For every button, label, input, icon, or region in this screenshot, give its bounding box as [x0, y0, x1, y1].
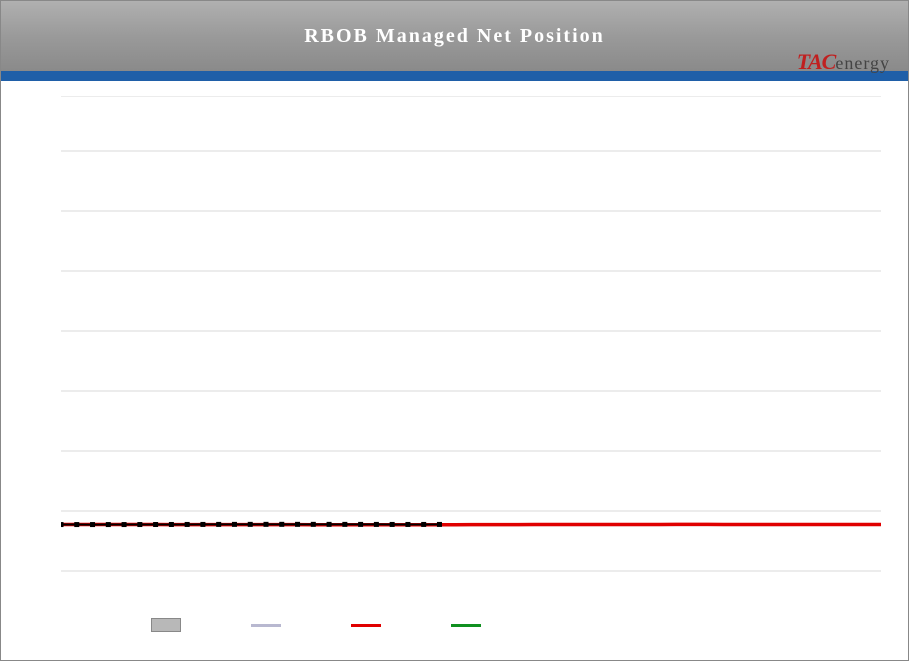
year-marker-line-marker: [295, 522, 300, 527]
year-marker-line-marker: [421, 522, 426, 527]
year-marker-line-marker: [390, 522, 395, 527]
year-marker-line-marker: [232, 522, 237, 527]
year-marker-line-marker: [279, 522, 284, 527]
year-marker-line-marker: [185, 522, 190, 527]
legend-item: [351, 624, 381, 627]
year-marker-line-marker: [405, 522, 410, 527]
legend-item: [451, 624, 481, 627]
year-marker-line-marker: [169, 522, 174, 527]
year-marker-line-marker: [358, 522, 363, 527]
header-accent-bar: [1, 71, 908, 81]
legend-item: [151, 618, 181, 632]
chart-legend: [151, 618, 481, 632]
year-marker-line-marker: [374, 522, 379, 527]
year-marker-line-marker: [311, 522, 316, 527]
legend-item: [251, 624, 281, 627]
logo-energy: energy: [835, 53, 890, 73]
year-marker-line-marker: [437, 522, 442, 527]
legend-swatch-line: [251, 624, 281, 627]
legend-swatch-line: [351, 624, 381, 627]
year-marker-line-marker: [248, 522, 253, 527]
year-marker-line-marker: [327, 522, 332, 527]
year-marker-line-marker: [106, 522, 111, 527]
year-marker-line-marker: [200, 522, 205, 527]
year-marker-line-marker: [137, 522, 142, 527]
year-marker-line-marker: [90, 522, 95, 527]
chart-title: RBOB Managed Net Position: [304, 25, 605, 48]
logo-tac: TAC: [797, 49, 836, 74]
year-marker-line-marker: [216, 522, 221, 527]
year-marker-line-marker: [153, 522, 158, 527]
brand-logo: TACenergy: [797, 49, 890, 75]
year-marker-line-marker: [74, 522, 79, 527]
chart-container: RBOB Managed Net Position TACenergy: [0, 0, 909, 661]
year-marker-line-marker: [342, 522, 347, 527]
chart-plot: [61, 96, 881, 586]
chart-header: RBOB Managed Net Position: [1, 1, 908, 71]
legend-swatch-area: [151, 618, 181, 632]
year-marker-line-marker: [264, 522, 269, 527]
year-marker-line-marker: [122, 522, 127, 527]
year-marker-line-marker: [61, 522, 64, 527]
legend-swatch-line: [451, 624, 481, 627]
